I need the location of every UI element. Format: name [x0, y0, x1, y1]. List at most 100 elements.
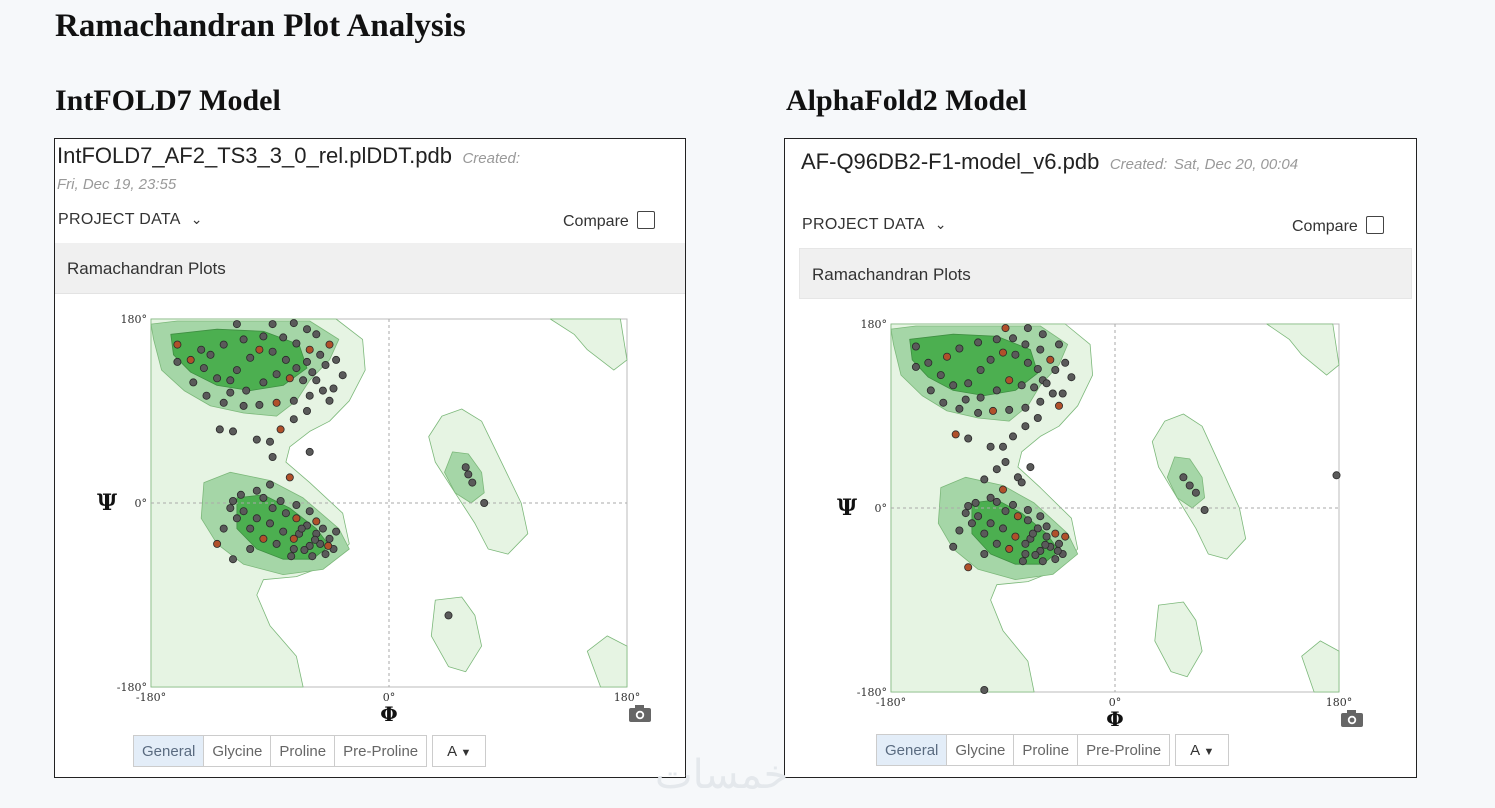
data-point	[316, 350, 325, 359]
data-point	[305, 345, 314, 354]
chain-select[interactable]: A ▼	[1175, 734, 1230, 766]
data-point	[949, 542, 958, 551]
data-point	[173, 357, 182, 366]
data-point	[444, 611, 453, 620]
data-point	[1008, 432, 1017, 441]
data-point	[1026, 463, 1035, 472]
tab-glycine[interactable]: Glycine	[203, 735, 272, 767]
data-point	[268, 504, 277, 513]
data-point	[974, 338, 983, 347]
data-point	[939, 398, 948, 407]
data-point	[305, 447, 314, 456]
data-point	[926, 386, 935, 395]
data-point	[1191, 488, 1200, 497]
data-point	[1001, 507, 1010, 516]
data-point	[1033, 524, 1042, 533]
y-axis-label: Ψ	[97, 490, 117, 516]
x-axis-label: Φ	[380, 702, 397, 726]
data-point	[942, 352, 951, 361]
tab-proline[interactable]: Proline	[1013, 734, 1079, 766]
data-point	[1031, 550, 1040, 559]
compare-checkbox[interactable]	[1365, 216, 1384, 234]
data-point	[318, 524, 327, 533]
data-point	[992, 335, 1001, 344]
data-point	[299, 376, 308, 385]
data-point	[287, 552, 296, 561]
x-tick-label: 180°	[614, 691, 641, 704]
file-name: AF-Q96DB2-F1-model_v6.pdb	[801, 149, 1100, 174]
data-point	[228, 427, 237, 436]
data-point	[464, 470, 473, 479]
generous-region-corner-low	[1301, 640, 1340, 693]
data-point	[992, 539, 1001, 548]
ramachandran-plot: 180° 0° -180°-180° 0° 180° Φ Ψ	[837, 318, 1363, 731]
data-point	[1033, 414, 1042, 423]
tab-pre-proline[interactable]: Pre-Proline	[334, 735, 428, 767]
x-tick-label: 0°	[383, 691, 396, 704]
data-point	[297, 524, 306, 533]
data-point	[480, 498, 489, 507]
data-point	[1042, 379, 1051, 388]
data-point	[955, 404, 964, 413]
tab-glycine[interactable]: Glycine	[946, 734, 1015, 766]
data-point	[986, 493, 995, 502]
data-point	[272, 398, 281, 407]
chain-select-value: A	[447, 743, 457, 760]
data-point	[1005, 376, 1014, 385]
data-point	[173, 340, 182, 349]
data-point	[312, 517, 321, 526]
data-point	[246, 524, 255, 533]
compare-toggle[interactable]: Compare	[1292, 216, 1384, 236]
tab-pre-proline[interactable]: Pre-Proline	[1077, 734, 1171, 766]
data-point	[1058, 389, 1067, 398]
data-point	[964, 434, 973, 443]
data-point	[992, 497, 1001, 506]
data-point	[951, 430, 960, 439]
data-point	[1030, 383, 1039, 392]
data-point	[976, 393, 985, 402]
data-point	[955, 344, 964, 353]
y-tick-label: 0°	[135, 497, 148, 510]
tab-proline[interactable]: Proline	[270, 735, 336, 767]
data-point	[202, 391, 211, 400]
tab-general[interactable]: General	[133, 735, 205, 767]
data-point	[332, 355, 341, 364]
data-point	[924, 358, 933, 367]
data-point	[255, 345, 264, 354]
data-point	[468, 478, 477, 487]
data-point	[292, 339, 301, 348]
chain-select[interactable]: A ▼	[432, 735, 487, 767]
compare-checkbox[interactable]	[636, 211, 655, 229]
project-data-dropdown[interactable]: PROJECT DATA ⌄	[58, 211, 203, 229]
y-tick-label: 180°	[861, 318, 888, 331]
data-point	[228, 555, 237, 564]
data-point	[998, 485, 1007, 494]
data-point	[338, 371, 347, 380]
data-point	[1061, 358, 1070, 367]
tab-general[interactable]: General	[876, 734, 948, 766]
data-point	[186, 355, 195, 364]
data-point	[213, 374, 222, 383]
data-point	[281, 355, 290, 364]
data-point	[974, 512, 983, 521]
data-point	[199, 364, 208, 373]
project-data-dropdown[interactable]: PROJECT DATA ⌄	[802, 216, 947, 234]
data-point	[980, 549, 989, 558]
compare-toggle[interactable]: Compare	[563, 211, 655, 231]
data-point	[1021, 539, 1030, 548]
data-point	[1001, 457, 1010, 466]
y-tick-label: -180°	[857, 686, 887, 699]
allowed-region-left-handed	[444, 451, 485, 504]
x-tick-label: -180°	[136, 691, 166, 704]
data-point	[289, 415, 298, 424]
data-point	[1011, 532, 1020, 541]
data-point	[998, 348, 1007, 357]
data-point	[1200, 505, 1209, 514]
compare-label: Compare	[1292, 218, 1358, 235]
data-point	[325, 340, 334, 349]
data-point	[197, 345, 206, 354]
data-point	[461, 463, 470, 472]
data-point	[1011, 350, 1020, 359]
data-point	[305, 507, 314, 516]
project-data-label: PROJECT DATA	[58, 211, 181, 228]
